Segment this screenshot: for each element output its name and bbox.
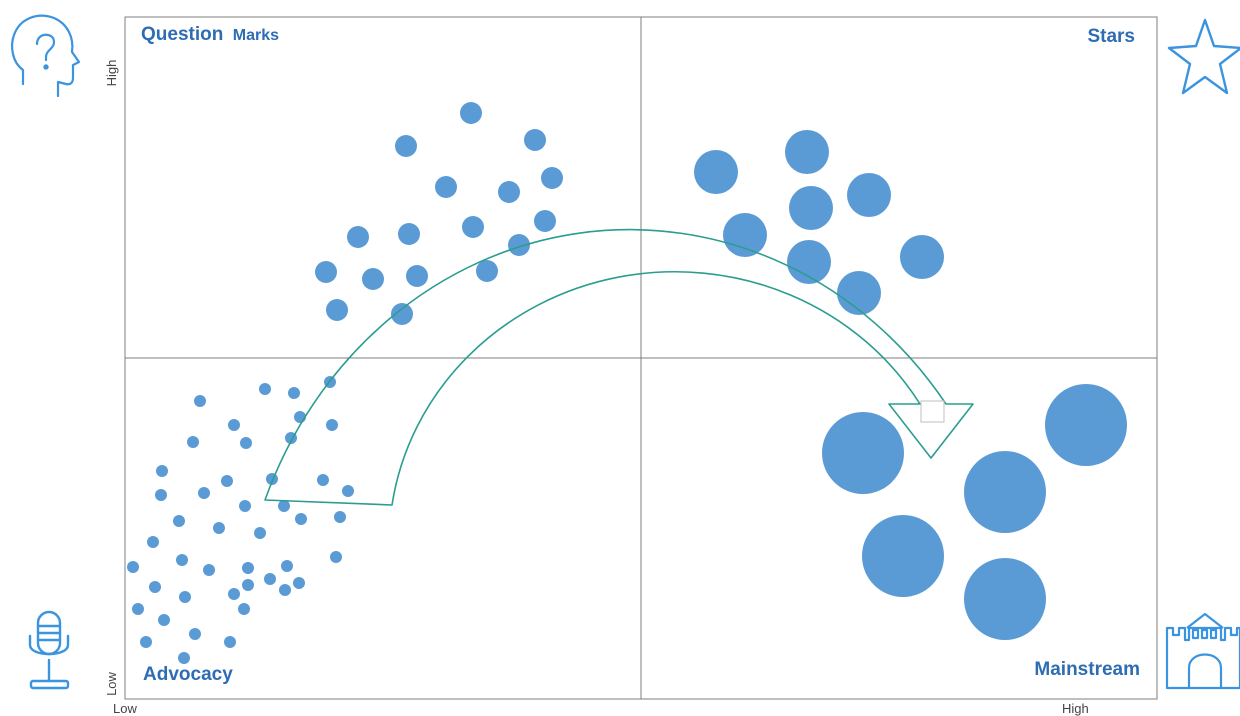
advocacy-bubble (288, 387, 300, 399)
advocacy-bubble (254, 527, 266, 539)
advocacy-bubble (326, 419, 338, 431)
advocacy-label: Advocacy (143, 664, 233, 685)
bubble-layer (127, 102, 1127, 664)
question-mark-bubble (347, 226, 369, 248)
question-mark-bubble (315, 261, 337, 283)
advocacy-bubble (173, 515, 185, 527)
question-mark-bubble (534, 210, 556, 232)
question-marks-label-rest: Marks (233, 27, 279, 44)
advocacy-bubble (240, 437, 252, 449)
castle-icon (1165, 612, 1240, 690)
star-bubble (837, 271, 881, 315)
mainstream-label: Mainstream (1034, 659, 1140, 680)
question-marks-label-bold: Question (141, 24, 223, 45)
advocacy-bubble (203, 564, 215, 576)
advocacy-bubble (228, 588, 240, 600)
x-axis-low-label: Low (113, 701, 137, 716)
advocacy-bubble (239, 500, 251, 512)
y-axis-high-label: High (104, 60, 119, 87)
advocacy-bubble (317, 474, 329, 486)
star-icon (1167, 18, 1240, 95)
advocacy-bubble (189, 628, 201, 640)
head-question-icon (11, 14, 81, 98)
advocacy-bubble (295, 513, 307, 525)
advocacy-bubble (194, 395, 206, 407)
advocacy-bubble (264, 573, 276, 585)
arrow-shaft-end (920, 400, 945, 423)
mainstream-bubble (862, 515, 944, 597)
advocacy-bubble (342, 485, 354, 497)
advocacy-bubble (281, 560, 293, 572)
advocacy-bubble (213, 522, 225, 534)
microphone-icon (28, 610, 70, 690)
advocacy-bubble (293, 577, 305, 589)
question-mark-bubble (462, 216, 484, 238)
star-bubble (787, 240, 831, 284)
question-mark-bubble (395, 135, 417, 157)
advocacy-bubble (178, 652, 190, 664)
progression-arrow (264, 228, 974, 506)
question-mark-bubble (524, 129, 546, 151)
star-bubble (785, 130, 829, 174)
question-mark-bubble (362, 268, 384, 290)
advocacy-bubble (242, 579, 254, 591)
mainstream-bubble (1045, 384, 1127, 466)
advocacy-bubble (155, 489, 167, 501)
question-mark-bubble (476, 260, 498, 282)
question-mark-bubble (326, 299, 348, 321)
stars-label: Stars (1087, 26, 1135, 47)
advocacy-bubble (147, 536, 159, 548)
advocacy-bubble (334, 511, 346, 523)
x-axis-high-label: High (1062, 701, 1089, 716)
question-mark-bubble (391, 303, 413, 325)
advocacy-bubble (278, 500, 290, 512)
question-mark-bubble (460, 102, 482, 124)
advocacy-bubble (187, 436, 199, 448)
mainstream-bubble (964, 451, 1046, 533)
question-mark-bubble (508, 234, 530, 256)
advocacy-bubble (140, 636, 152, 648)
advocacy-bubble (127, 561, 139, 573)
question-mark-bubble (435, 176, 457, 198)
advocacy-bubble (279, 584, 291, 596)
advocacy-bubble (156, 465, 168, 477)
advocacy-bubble (176, 554, 188, 566)
advocacy-bubble (158, 614, 170, 626)
question-mark-bubble (498, 181, 520, 203)
advocacy-bubble (224, 636, 236, 648)
star-bubble (723, 213, 767, 257)
star-bubble (847, 173, 891, 217)
question-mark-bubble (406, 265, 428, 287)
advocacy-bubble (238, 603, 250, 615)
advocacy-bubble (259, 383, 271, 395)
advocacy-bubble (179, 591, 191, 603)
star-bubble (789, 186, 833, 230)
mainstream-bubble (964, 558, 1046, 640)
star-bubble (900, 235, 944, 279)
mainstream-bubble (822, 412, 904, 494)
star-bubble (694, 150, 738, 194)
question-marks-label: Question Marks (141, 24, 279, 45)
question-mark-bubble (398, 223, 420, 245)
advocacy-bubble (330, 551, 342, 563)
question-mark-bubble (541, 167, 563, 189)
advocacy-bubble (149, 581, 161, 593)
advocacy-bubble (228, 419, 240, 431)
y-axis-low-label: Low (104, 671, 119, 695)
advocacy-bubble (221, 475, 233, 487)
advocacy-bubble (242, 562, 254, 574)
advocacy-bubble (198, 487, 210, 499)
advocacy-bubble (132, 603, 144, 615)
